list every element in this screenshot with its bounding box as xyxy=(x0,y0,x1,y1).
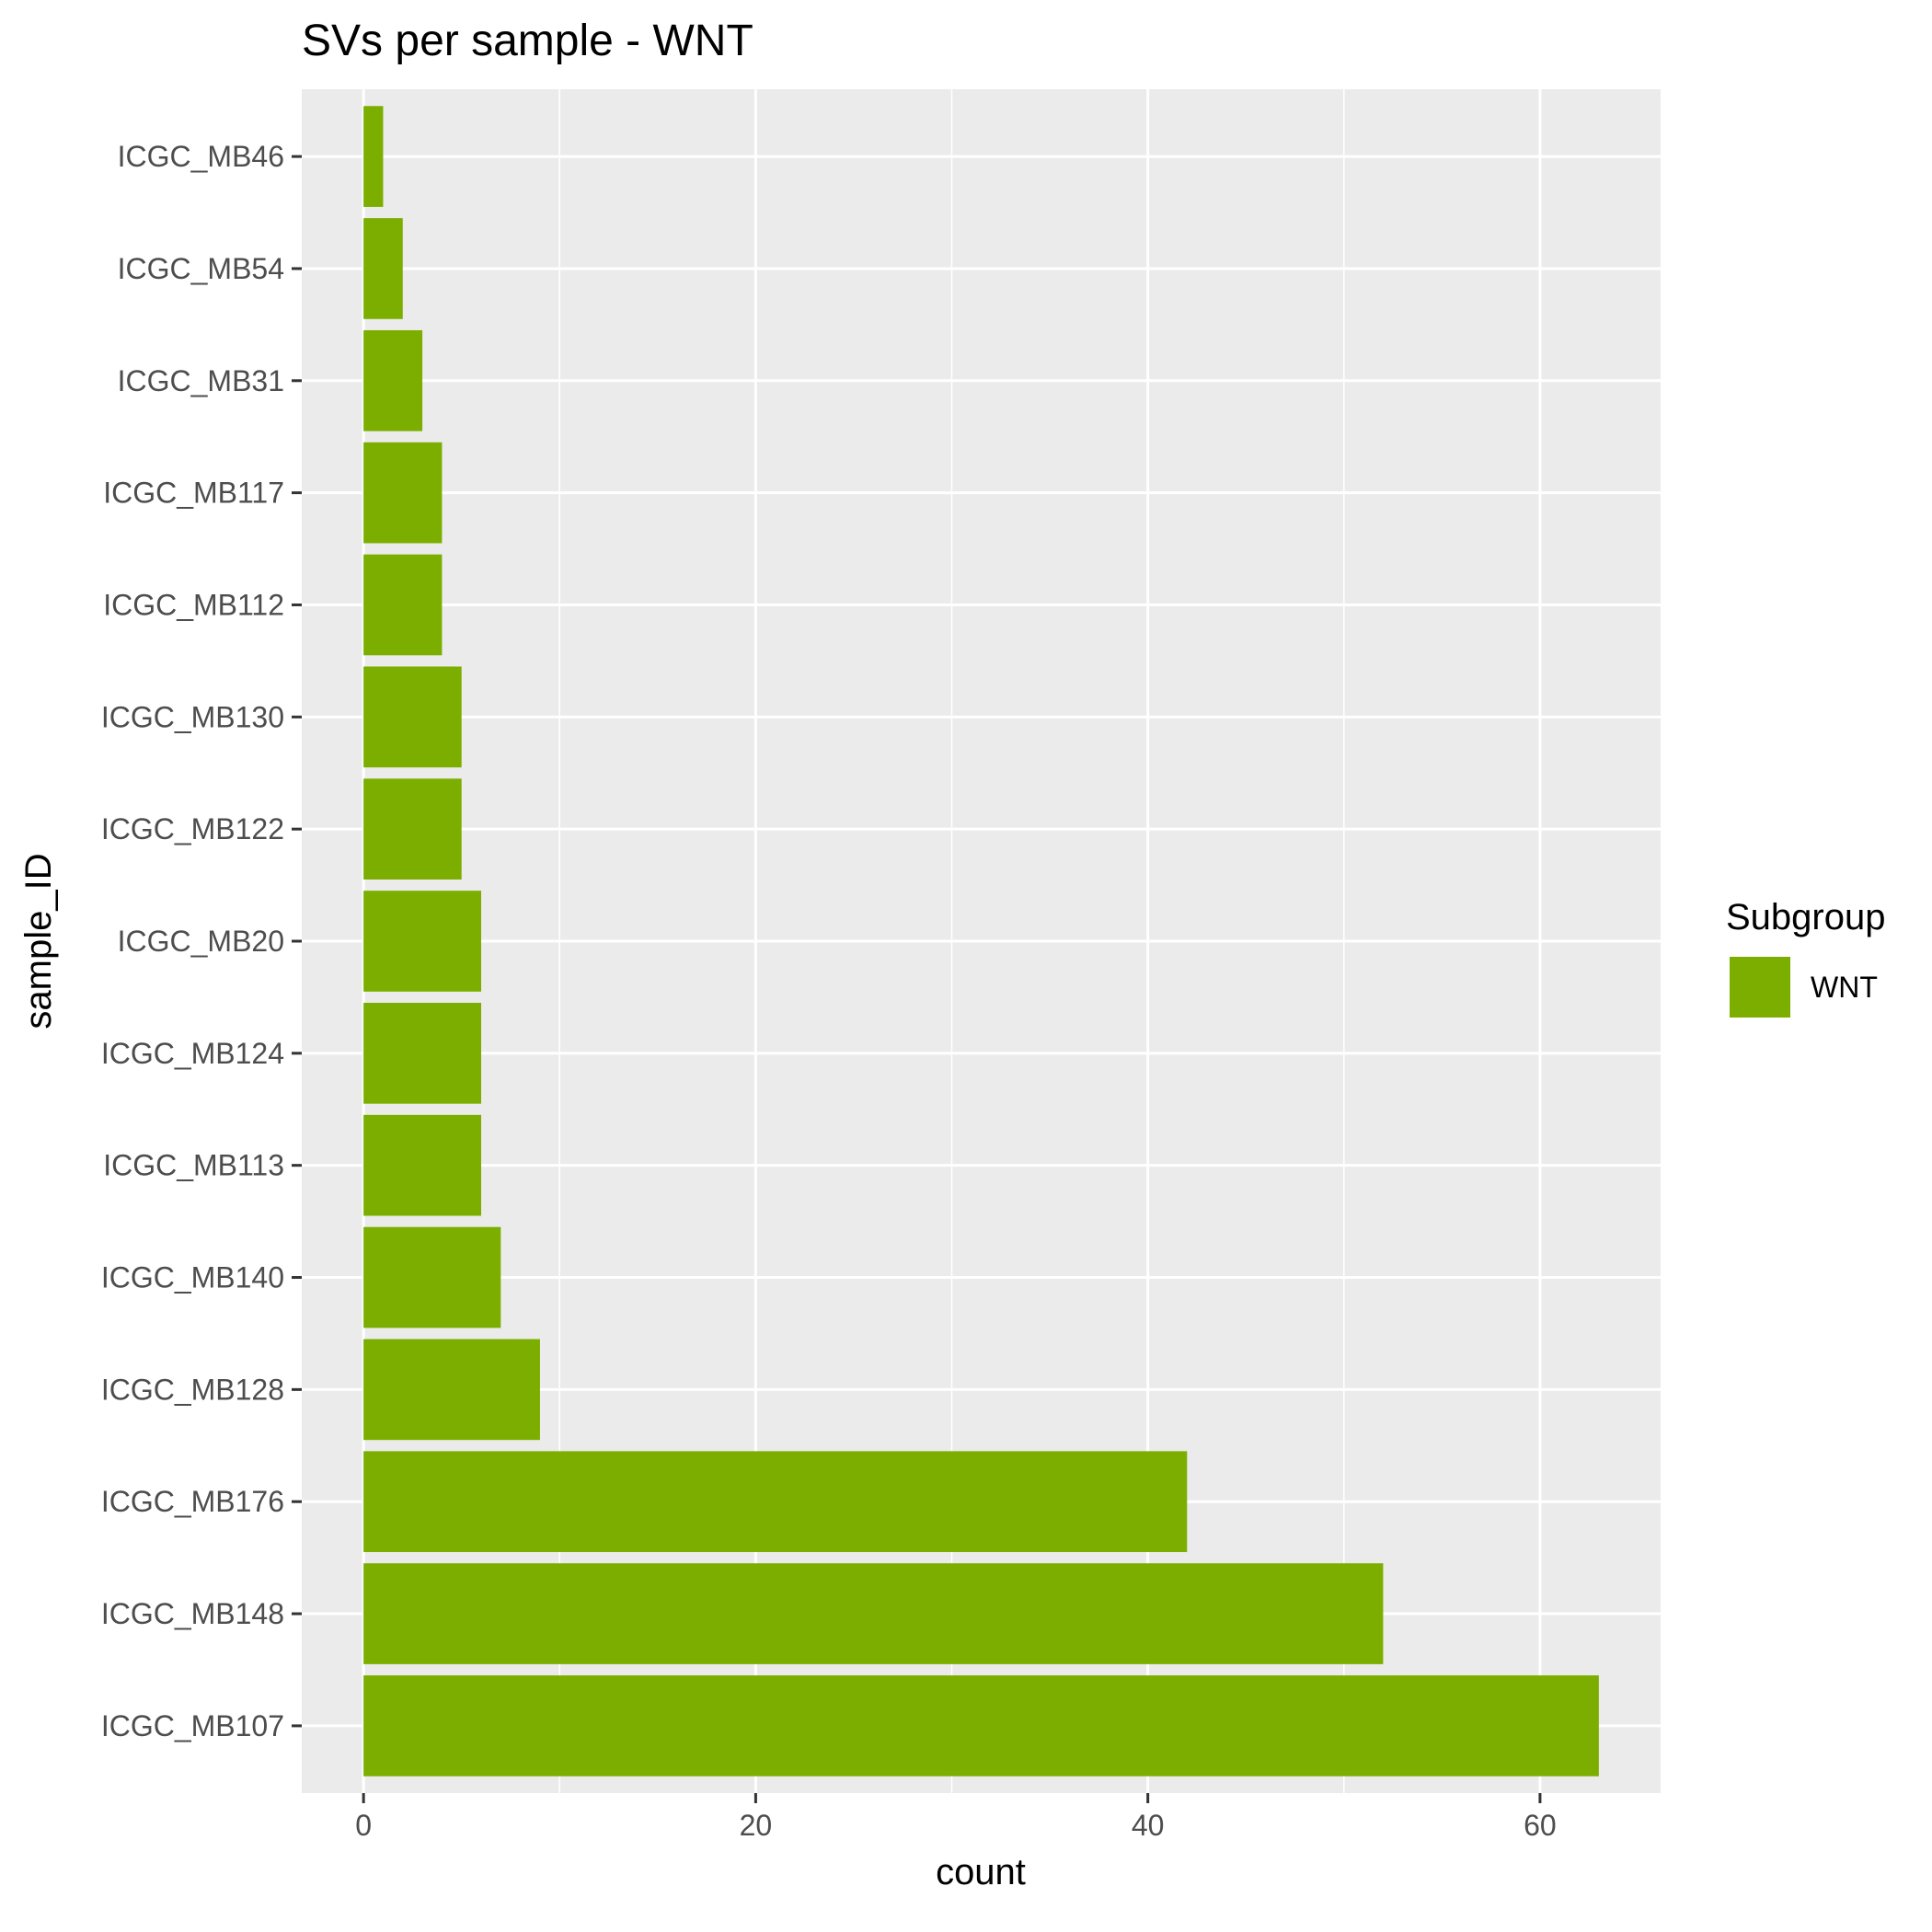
y-tick-label: ICGC_MB140 xyxy=(101,1261,284,1294)
bar-icgc-mb122 xyxy=(363,778,462,880)
legend: Subgroup WNT xyxy=(1726,897,1885,1018)
y-tick-label: ICGC_MB148 xyxy=(101,1597,284,1630)
bar-icgc-mb128 xyxy=(363,1339,540,1441)
y-axis-title: sample_ID xyxy=(18,853,59,1029)
bar-icgc-mb20 xyxy=(363,891,482,992)
y-tick-label: ICGC_MB107 xyxy=(101,1709,284,1742)
y-tick-label: ICGC_MB31 xyxy=(118,364,284,397)
bars xyxy=(363,106,1599,1777)
bar-icgc-mb31 xyxy=(363,329,423,431)
bar-icgc-mb112 xyxy=(363,554,443,656)
legend-key-wnt xyxy=(1730,957,1790,1018)
x-tick-label: 40 xyxy=(1132,1809,1165,1842)
y-tick-label: ICGC_MB113 xyxy=(103,1149,284,1182)
bar-icgc-mb130 xyxy=(363,666,462,768)
y-tick-label: ICGC_MB128 xyxy=(101,1373,284,1406)
y-tick-label: ICGC_MB124 xyxy=(101,1037,284,1070)
legend-label-wnt: WNT xyxy=(1811,971,1878,1004)
y-tick-label: ICGC_MB122 xyxy=(101,812,284,845)
bar-icgc-mb46 xyxy=(363,106,384,207)
y-axis: ICGC_MB46 ICGC_MB54 ICGC_MB31 ICGC_MB117 ICG… xyxy=(101,140,302,1742)
bar-icgc-mb124 xyxy=(363,1003,482,1104)
chart-title: SVs per sample - WNT xyxy=(302,17,753,65)
bar-icgc-mb176 xyxy=(363,1451,1188,1553)
bar-icgc-mb113 xyxy=(363,1114,482,1216)
x-tick-label: 0 xyxy=(355,1809,372,1842)
bar-icgc-mb117 xyxy=(363,442,443,544)
bar-icgc-mb54 xyxy=(363,218,403,319)
bar-icgc-mb140 xyxy=(363,1226,501,1328)
y-tick-label: ICGC_MB20 xyxy=(118,925,284,958)
x-axis-title: count xyxy=(936,1852,1026,1892)
legend-title: Subgroup xyxy=(1726,897,1885,937)
y-tick-label: ICGC_MB112 xyxy=(103,588,284,621)
bar-icgc-mb148 xyxy=(363,1563,1384,1664)
y-tick-label: ICGC_MB46 xyxy=(118,140,284,173)
x-tick-label: 20 xyxy=(740,1809,773,1842)
y-tick-label: ICGC_MB176 xyxy=(101,1485,284,1518)
x-axis: 0 20 40 60 xyxy=(355,1793,1557,1842)
y-tick-label: ICGC_MB117 xyxy=(103,477,284,510)
y-tick-label: ICGC_MB54 xyxy=(118,252,284,285)
y-tick-label: ICGC_MB130 xyxy=(101,700,284,733)
x-tick-label: 60 xyxy=(1524,1809,1557,1842)
bar-icgc-mb107 xyxy=(363,1675,1599,1777)
